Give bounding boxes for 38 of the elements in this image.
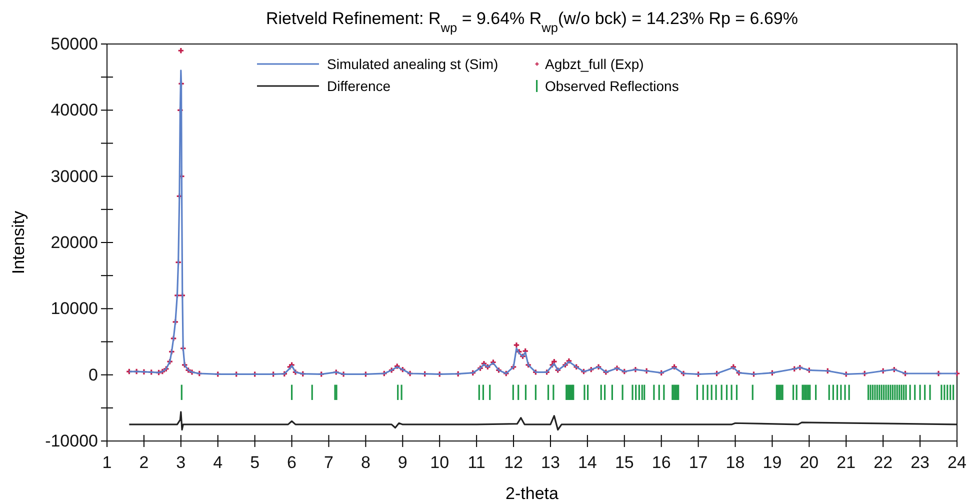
- x-tick-label: 3: [176, 452, 186, 472]
- x-tick-label: 24: [948, 452, 966, 472]
- legend-label: Agbzt_full (Exp): [545, 56, 644, 72]
- legend-label: Observed Reflections: [545, 78, 679, 94]
- y-tick-label: 40000: [50, 100, 98, 120]
- legend-label: Difference: [327, 78, 391, 94]
- x-tick-label: 15: [614, 452, 634, 472]
- x-tick-label: 11: [468, 452, 486, 472]
- x-axis-title: 2-theta: [506, 484, 559, 503]
- y-tick-label: 30000: [50, 166, 98, 186]
- x-tick-label: 1: [102, 452, 112, 472]
- x-tick-label: 23: [910, 452, 930, 472]
- x-tick-label: 2: [139, 452, 149, 472]
- chart-title: Rietveld Refinement: R$_{wp}$ = 9.64% R$_{wp}$(w/o bck) = 14.23% Rp = 6.69%: [266, 9, 798, 34]
- x-tick-label: 16: [652, 452, 671, 472]
- y-tick-label: 0: [88, 365, 98, 384]
- y-tick-label: 50000: [50, 34, 98, 54]
- x-tick-label: 18: [726, 452, 745, 472]
- x-tick-label: 5: [250, 452, 260, 472]
- x-tick-label: 9: [398, 452, 408, 472]
- x-tick-label: 17: [688, 452, 708, 472]
- x-tick-label: 14: [578, 452, 597, 472]
- x-tick-label: 10: [430, 452, 450, 472]
- x-tick-label: 4: [213, 452, 223, 472]
- x-tick-label: 21: [836, 452, 856, 472]
- y-axis-title: Intensity: [9, 210, 28, 274]
- x-tick-label: 20: [800, 452, 819, 472]
- x-tick-label: 19: [762, 452, 782, 472]
- x-tick-label: 12: [504, 452, 523, 472]
- legend-label: Simulated anealing st (Sim): [327, 56, 498, 72]
- x-tick-label: 13: [541, 452, 560, 472]
- x-tick-label: 6: [287, 452, 297, 472]
- y-tick-label: -10000: [45, 431, 98, 450]
- y-tick-label: 20000: [50, 232, 98, 252]
- x-tick-label: 7: [324, 452, 334, 472]
- x-tick-label: 8: [360, 452, 370, 472]
- x-tick-label: 22: [874, 452, 893, 472]
- y-tick-label: 10000: [50, 299, 98, 318]
